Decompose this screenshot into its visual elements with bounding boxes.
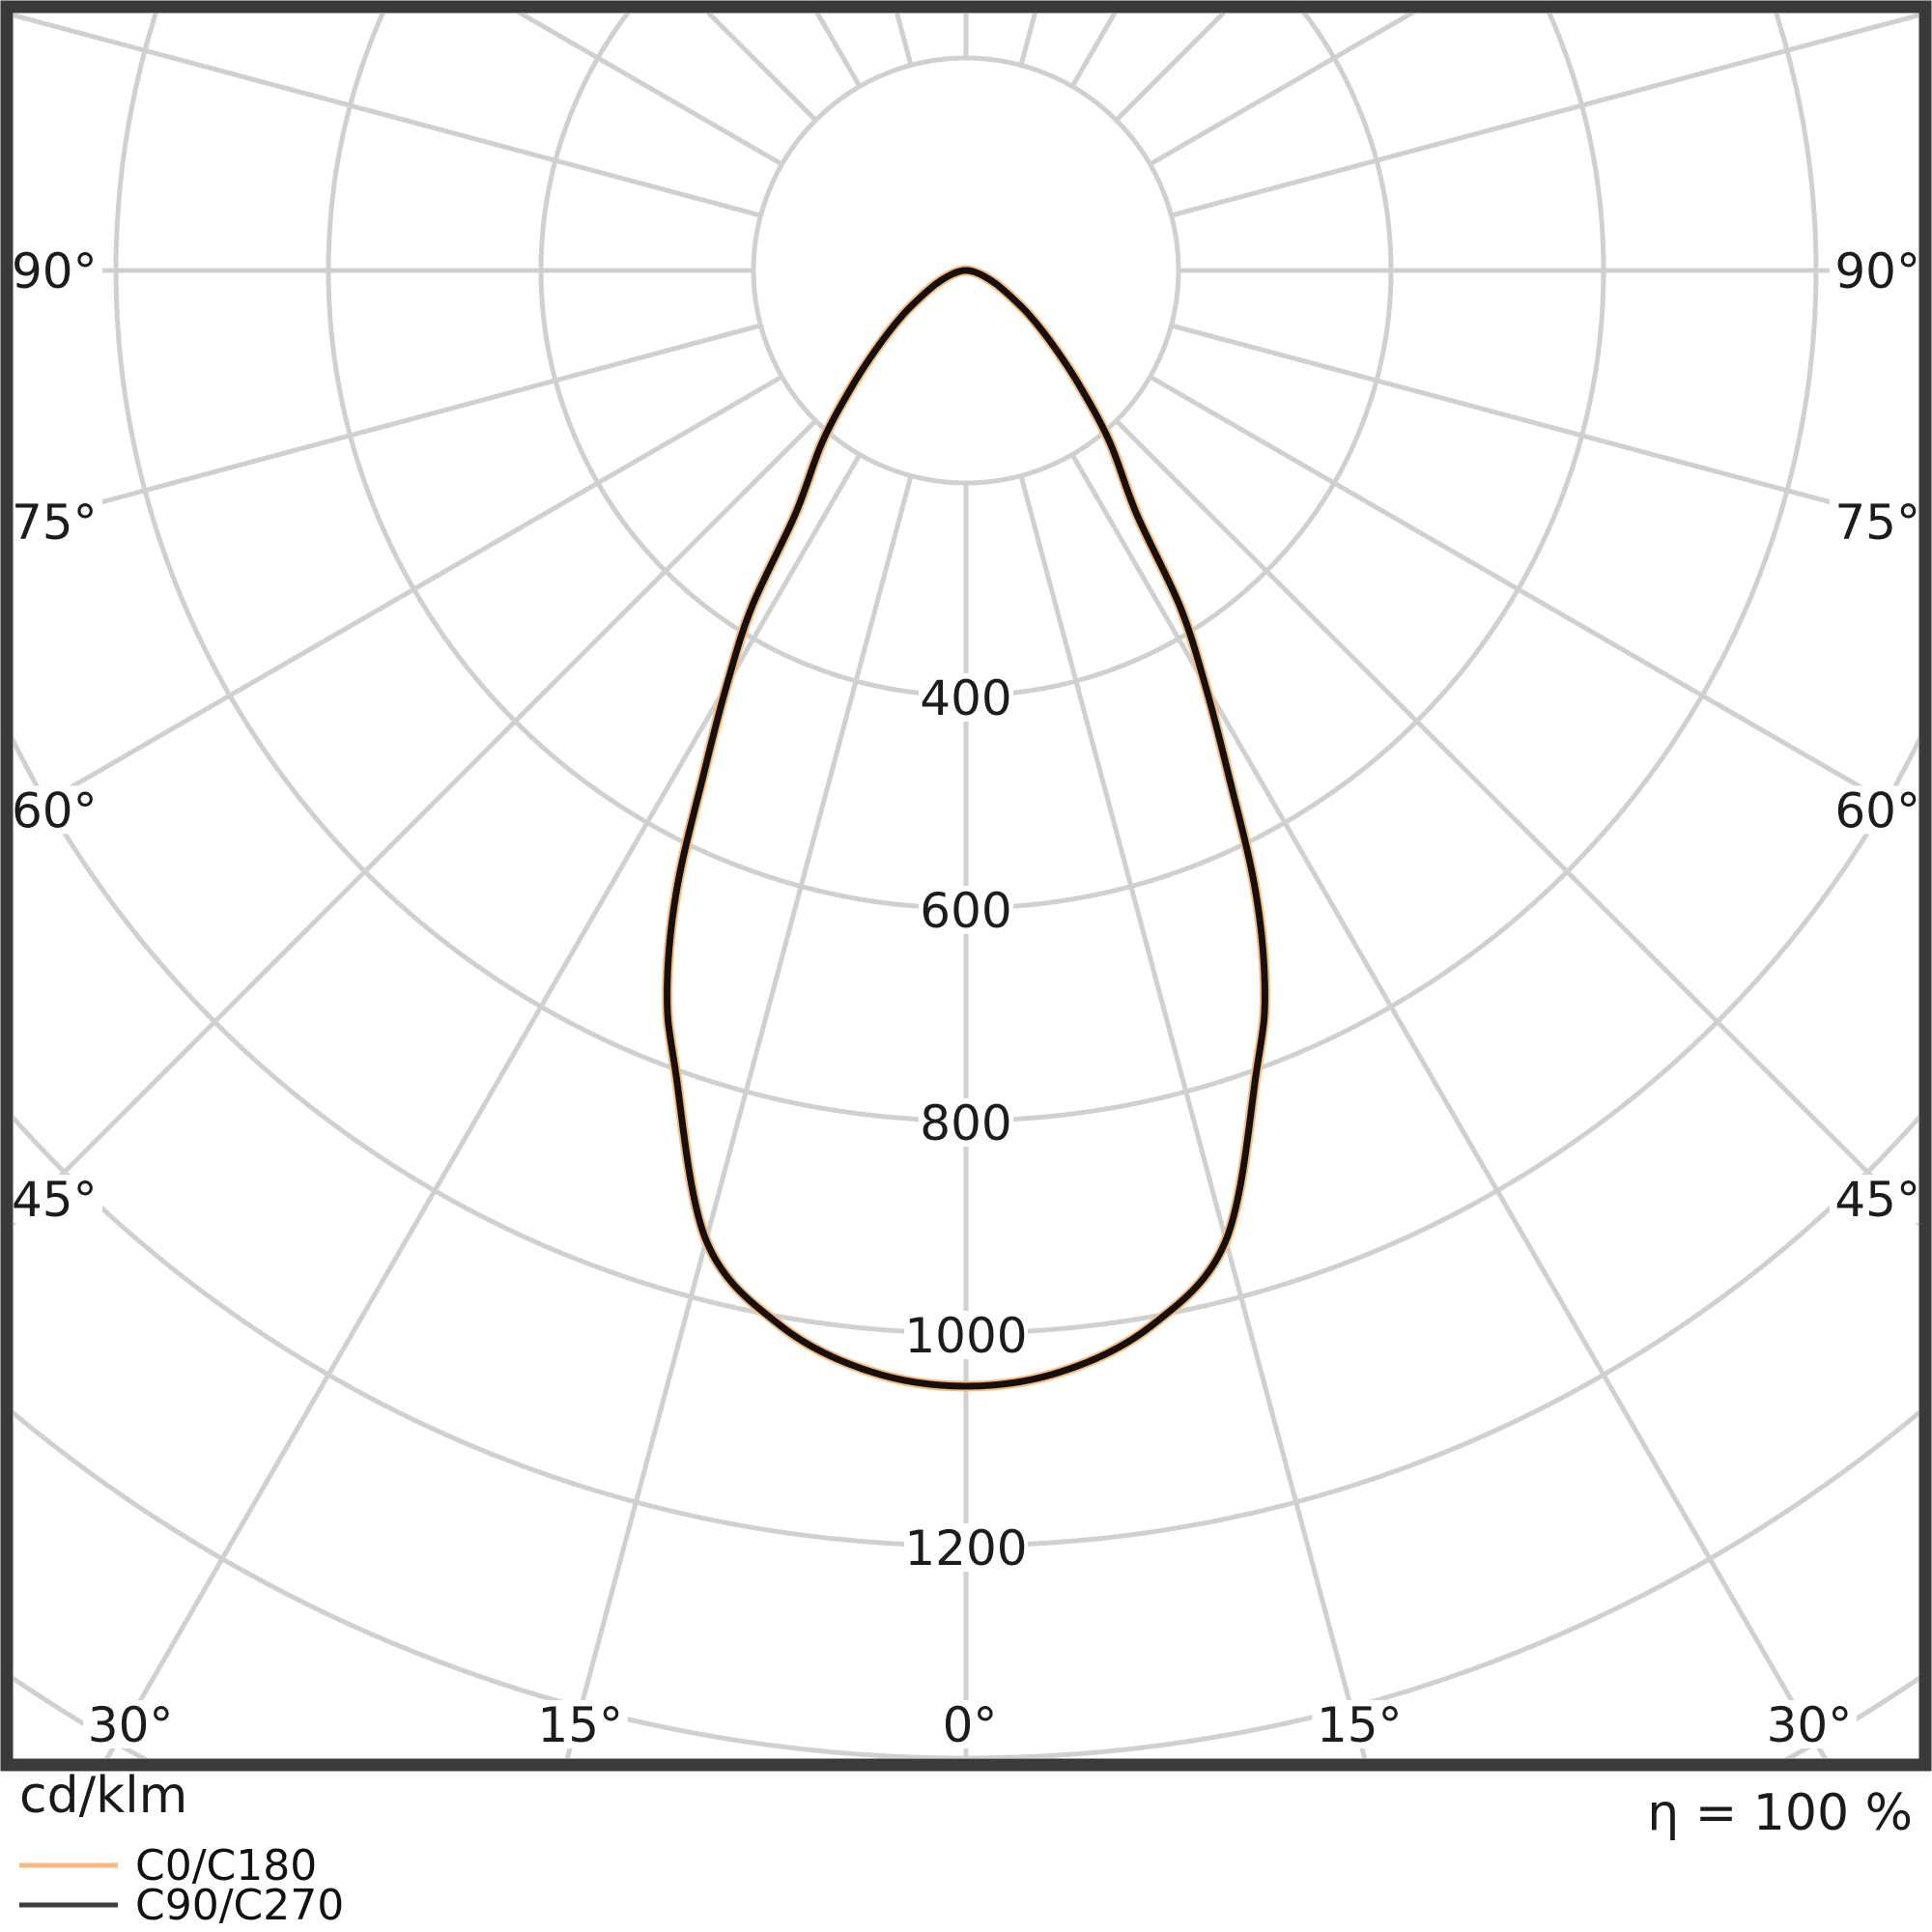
angle-tick-label-right: 45° bbox=[1834, 1172, 1920, 1228]
polar-grid-spoke bbox=[1170, 14, 1918, 218]
legend-label-c0-c180: C0/C180 bbox=[135, 1841, 317, 1890]
angle-tick-label-bottom: 30° bbox=[1767, 1697, 1853, 1753]
polar-grid-spoke bbox=[1018, 474, 1368, 1758]
tick-label-box bbox=[8, 785, 102, 835]
intensity-curve-c90-c270 bbox=[664, 267, 1268, 1390]
tick-label-box bbox=[919, 673, 1013, 722]
radial-tick-label: 800 bbox=[920, 1095, 1011, 1151]
tick-label-box bbox=[1830, 246, 1924, 295]
angle-tick-label-bottom: 0° bbox=[943, 1697, 998, 1753]
tick-label-box bbox=[919, 1098, 1013, 1147]
tick-label-box bbox=[937, 1700, 1003, 1748]
polar-grid-spoke bbox=[1114, 14, 1227, 123]
angle-tick-label-bottom: 15° bbox=[1317, 1697, 1403, 1753]
polar-grid-spoke bbox=[1069, 453, 1829, 1758]
unit-label: cd/klm bbox=[19, 1767, 187, 1825]
tick-label-box bbox=[8, 246, 102, 295]
polar-grid-spoke bbox=[1149, 14, 1416, 167]
tick-label-box bbox=[1830, 497, 1924, 546]
polar-grid-spoke bbox=[516, 14, 783, 167]
polar-grid-spoke bbox=[103, 453, 863, 1758]
angle-tick-label-right: 75° bbox=[1834, 495, 1920, 551]
angle-tick-label-left: 45° bbox=[12, 1172, 98, 1228]
tick-label-box bbox=[904, 1311, 1028, 1359]
tick-labels: 400 600 800 1000 1200 90° 75° 60° 45° 90° 75° 60° 45… bbox=[8, 243, 1924, 1753]
angle-tick-label-left: 90° bbox=[12, 243, 98, 299]
radial-tick-label: 1000 bbox=[904, 1308, 1027, 1364]
tick-label-box bbox=[1312, 1700, 1407, 1748]
polar-grid-spoke bbox=[14, 374, 783, 824]
angle-tick-label-left: 60° bbox=[12, 782, 98, 838]
radial-tick-label: 1200 bbox=[904, 1520, 1027, 1577]
tick-label-box bbox=[1830, 785, 1924, 835]
legend-label-c90-c270: C90/C270 bbox=[135, 1881, 344, 1930]
polar-grid-spoke bbox=[14, 418, 818, 1227]
tick-label-box bbox=[8, 1175, 102, 1223]
polar-grid-spoke bbox=[1114, 418, 1918, 1227]
angle-tick-label-bottom: 30° bbox=[88, 1697, 174, 1753]
plot-frame bbox=[0, 0, 1932, 1772]
polar-grid-spoke bbox=[705, 14, 818, 123]
tick-label-box bbox=[83, 1700, 179, 1748]
polar-grid-spoke bbox=[1170, 323, 1918, 528]
angle-tick-label-right: 60° bbox=[1834, 782, 1920, 838]
tick-label-box bbox=[919, 886, 1013, 934]
angle-tick-label-bottom: 15° bbox=[537, 1697, 623, 1753]
legend: C0/C180 C90/C270 bbox=[19, 1841, 344, 1930]
polar-grid-spoke bbox=[564, 474, 914, 1758]
tick-label-box bbox=[904, 1523, 1028, 1572]
radial-tick-label: 400 bbox=[920, 670, 1011, 726]
tick-label-box bbox=[532, 1700, 628, 1748]
angle-tick-label-left: 75° bbox=[12, 495, 98, 551]
tick-label-box bbox=[8, 497, 102, 546]
polar-grid-spoke bbox=[14, 14, 762, 218]
tick-label-box bbox=[1761, 1700, 1857, 1748]
polar-grid-spoke bbox=[14, 323, 762, 528]
radial-tick-label: 600 bbox=[920, 883, 1011, 939]
intensity-curves bbox=[662, 265, 1270, 1392]
polar-grid-spoke bbox=[1149, 374, 1918, 824]
efficiency-label: η = 100 % bbox=[1647, 1784, 1913, 1842]
angle-tick-label-right: 90° bbox=[1834, 243, 1920, 299]
tick-label-box bbox=[1830, 1175, 1924, 1223]
